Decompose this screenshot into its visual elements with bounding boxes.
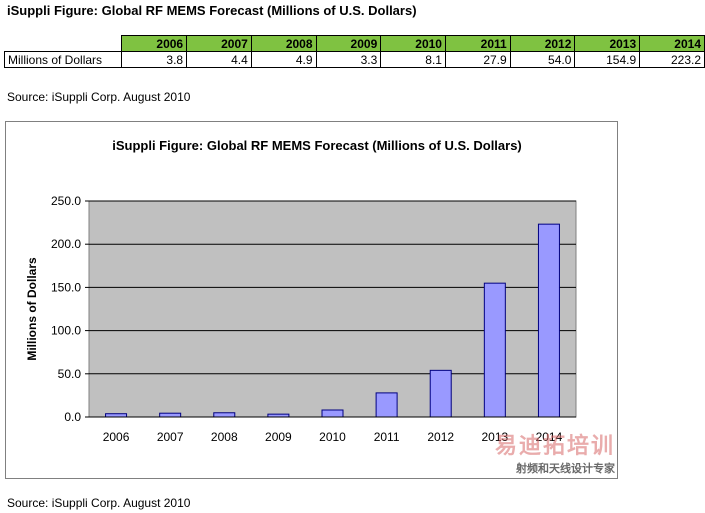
bar-2013 [483, 282, 506, 418]
year-header: 2012 [509, 35, 576, 52]
watermark-tagline: 射频和天线设计专家 [516, 463, 615, 475]
source-note-bottom: Source: iSuppli Corp. August 2010 [7, 496, 191, 510]
value-cell: 223.2 [639, 51, 705, 68]
page-title: iSuppli Figure: Global RF MEMS Forecast … [7, 3, 417, 18]
x-tick-label: 2009 [265, 430, 292, 444]
bar-2011 [375, 392, 398, 418]
year-header: 2013 [574, 35, 641, 52]
y-axis-label: Millions of Dollars [25, 257, 39, 361]
chart-container: iSuppli Figure: Global RF MEMS Forecast … [5, 121, 618, 479]
value-cell: 4.4 [186, 51, 252, 68]
bar-2012 [429, 369, 452, 418]
year-header: 2006 [121, 35, 188, 52]
y-tick-label: 150.0 [51, 280, 81, 294]
watermark: 易迪拓培训 射频和天线设计专家 [495, 428, 615, 476]
x-tick-label: 2006 [103, 430, 130, 444]
year-header: 2014 [639, 35, 705, 52]
y-tick-label: 250.0 [51, 194, 81, 208]
chart-title: iSuppli Figure: Global RF MEMS Forecast … [112, 138, 522, 153]
table-header-row: 2006 2007 2008 2009 2010 2011 2012 2013 … [4, 35, 705, 52]
y-tick-label: 50.0 [58, 367, 82, 381]
y-tick-label: 200.0 [51, 237, 81, 251]
year-header: 2008 [250, 35, 317, 52]
bar-2007 [159, 412, 182, 418]
year-header: 2010 [380, 35, 446, 52]
x-tick-label: 2012 [427, 430, 454, 444]
forecast-table: 2006 2007 2008 2009 2010 2011 2012 2013 … [3, 35, 705, 68]
year-header: 2009 [315, 35, 382, 52]
source-note-top: Source: iSuppli Corp. August 2010 [7, 90, 191, 104]
x-tick-label: 2008 [211, 430, 238, 444]
x-tick-label: 2014 [536, 430, 563, 444]
x-tick-label: 2013 [481, 430, 508, 444]
value-cell: 4.9 [250, 51, 317, 68]
bar-2014 [537, 223, 560, 418]
value-cell: 3.3 [315, 51, 382, 68]
y-tick-label: 0.0 [64, 410, 81, 424]
table-corner-cell [4, 35, 123, 52]
value-cell: 3.8 [121, 51, 188, 68]
value-cell: 54.0 [509, 51, 576, 68]
bar-2010 [321, 409, 344, 418]
x-tick-label: 2007 [157, 430, 184, 444]
y-tick-label: 100.0 [51, 324, 81, 338]
bar-2008 [213, 412, 236, 418]
year-header: 2007 [186, 35, 252, 52]
value-cell: 8.1 [380, 51, 446, 68]
table-row: Millions of Dollars 3.8 4.4 4.9 3.3 8.1 … [3, 51, 705, 68]
year-header: 2011 [444, 35, 511, 52]
value-cell: 154.9 [574, 51, 641, 68]
watermark-brand: 易迪拓培训 [494, 433, 615, 458]
row-label: Millions of Dollars [3, 51, 123, 68]
bar-chart: iSuppli Figure: Global RF MEMS Forecast … [25, 138, 577, 444]
value-cell: 27.9 [444, 51, 511, 68]
x-tick-label: 2011 [374, 430, 400, 444]
x-tick-label: 2010 [319, 430, 346, 444]
